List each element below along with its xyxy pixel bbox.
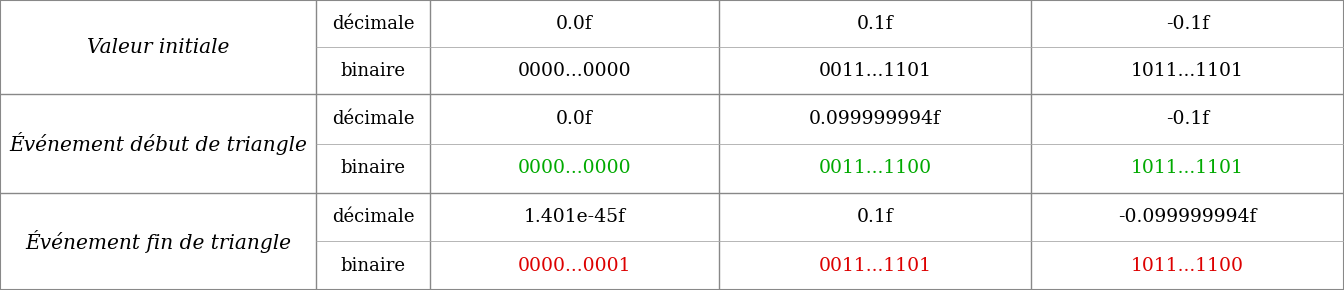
Text: 0011...1101: 0011...1101	[818, 257, 931, 275]
Text: 1011...1101: 1011...1101	[1132, 62, 1243, 80]
Text: -0.1f: -0.1f	[1165, 110, 1210, 128]
Text: 0.0f: 0.0f	[556, 110, 593, 128]
Text: binaire: binaire	[340, 159, 406, 177]
Text: Événement fin de triangle: Événement fin de triangle	[26, 230, 290, 253]
Text: 1.401e-45f: 1.401e-45f	[524, 208, 625, 226]
Text: Événement début de triangle: Événement début de triangle	[9, 132, 306, 155]
Text: 0011...1100: 0011...1100	[818, 159, 931, 177]
Text: 0.1f: 0.1f	[856, 208, 894, 226]
Text: décimale: décimale	[332, 208, 414, 226]
Text: 0011...1101: 0011...1101	[818, 62, 931, 80]
Text: 1011...1101: 1011...1101	[1132, 159, 1243, 177]
Text: -0.099999994f: -0.099999994f	[1118, 208, 1257, 226]
Text: Valeur initiale: Valeur initiale	[87, 38, 228, 57]
Text: binaire: binaire	[340, 257, 406, 275]
Text: décimale: décimale	[332, 14, 414, 32]
Text: 0000...0000: 0000...0000	[517, 159, 632, 177]
Text: 0.0f: 0.0f	[556, 14, 593, 32]
Text: 0000...0001: 0000...0001	[517, 257, 632, 275]
Text: 0.1f: 0.1f	[856, 14, 894, 32]
Text: -0.1f: -0.1f	[1165, 14, 1210, 32]
Text: décimale: décimale	[332, 110, 414, 128]
Text: 1011...1100: 1011...1100	[1130, 257, 1245, 275]
Text: 0000...0000: 0000...0000	[517, 62, 632, 80]
Text: 0.099999994f: 0.099999994f	[809, 110, 941, 128]
Text: binaire: binaire	[340, 62, 406, 80]
